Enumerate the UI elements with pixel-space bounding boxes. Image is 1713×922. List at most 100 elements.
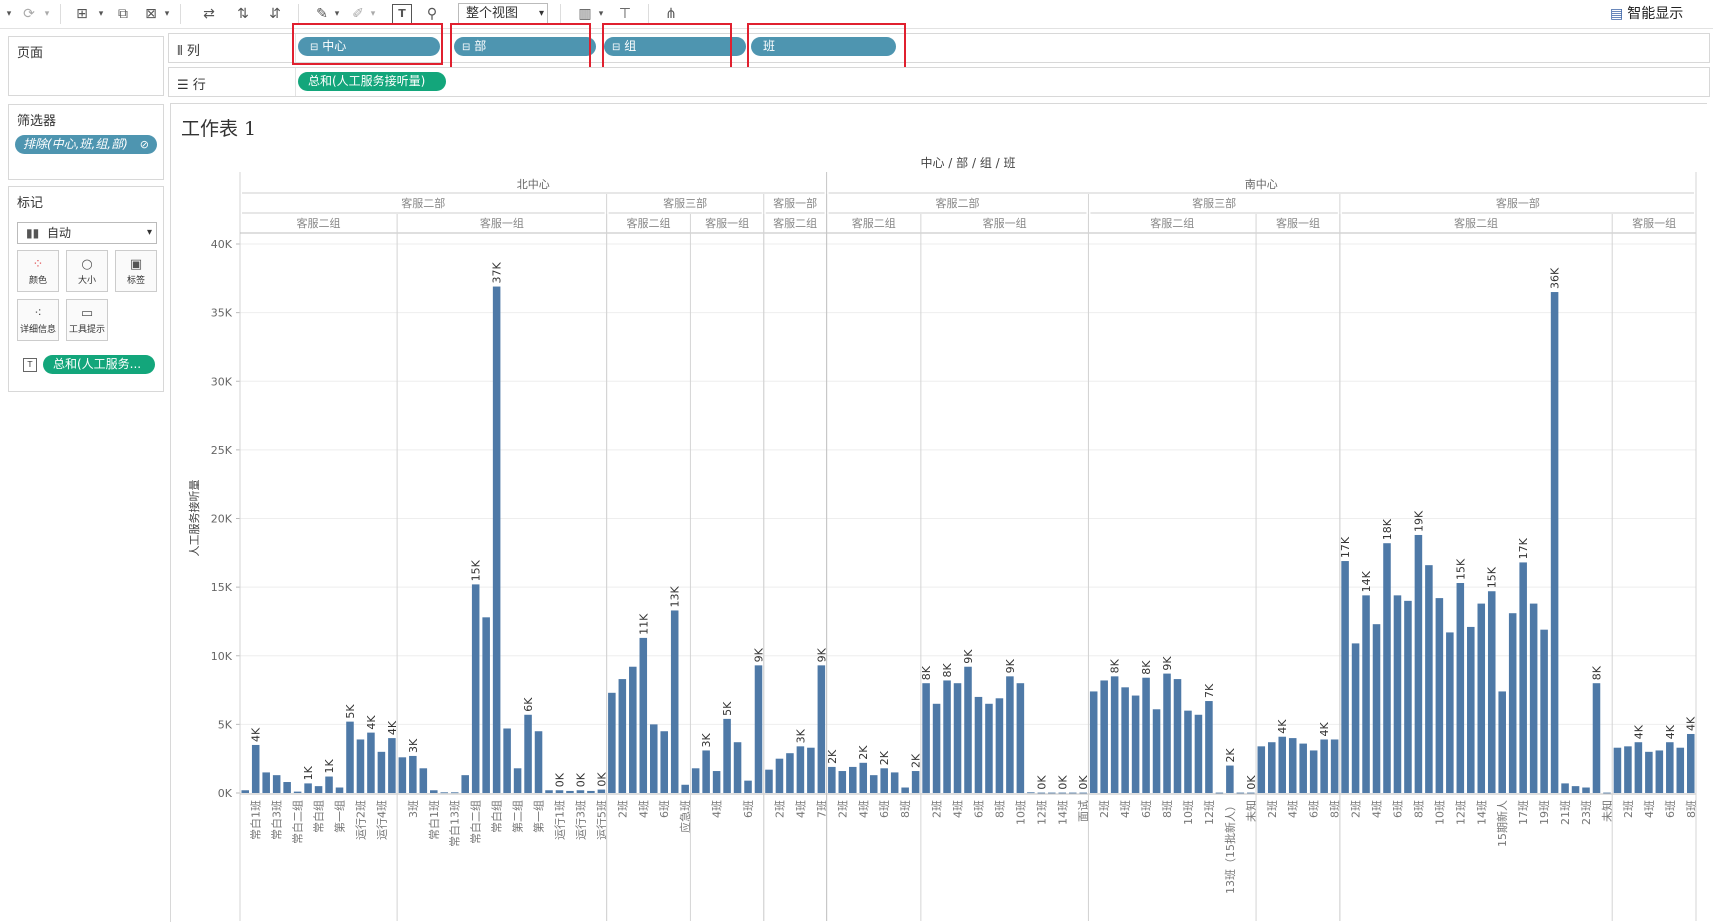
x-category-label: 10班 (1182, 800, 1195, 825)
bar (1205, 701, 1213, 793)
x-category-label: 第二组 (511, 800, 525, 833)
x-category-label: 8班 (1329, 800, 1342, 818)
highlight-dropdown-icon[interactable]: ▾ (334, 9, 340, 19)
detail-button[interactable]: ⁖ 详细信息 (17, 299, 59, 341)
toolbar-separator (648, 4, 649, 24)
bar (1257, 746, 1266, 793)
x-category-label: 常白组 (312, 800, 326, 833)
y-tick-label: 10K (211, 650, 233, 663)
bar (251, 744, 260, 793)
column-pill-group[interactable]: ⊟ 组 (604, 37, 746, 56)
color-button[interactable]: ⁘ 颜色 (17, 250, 59, 292)
bar-value-label: 4K (1318, 721, 1331, 736)
column-pill-shift[interactable]: 班 (751, 37, 896, 56)
bar (1048, 792, 1056, 794)
presentation-mode-icon[interactable]: ⊤ (618, 6, 632, 22)
bar (733, 742, 742, 793)
x-category-label: 6班 (972, 800, 985, 818)
x-category-label: 常白1班 (249, 800, 263, 840)
bar-value-label: 2K (878, 750, 891, 765)
x-category-label: 12班 (1454, 800, 1467, 825)
bar (293, 791, 302, 793)
mark-type-select[interactable]: ▮▮ 自动 ▾ (17, 222, 157, 244)
new-sheet-dropdown-icon[interactable]: ▾ (98, 9, 104, 19)
filters-card: 筛选器 排除(中心,班,组,部) ⊘ (8, 104, 164, 180)
bar-value-label: 4K (386, 720, 399, 735)
new-sheet-icon[interactable]: ⊞ (76, 6, 88, 22)
x-category-label: 6班 (1140, 800, 1153, 818)
label-button[interactable]: ▣ 标签 (115, 250, 157, 292)
column-pill-center[interactable]: ⊟ 中心 (298, 37, 440, 56)
y-tick-label: 5K (218, 718, 233, 731)
bar (534, 731, 543, 793)
x-category-label: 2班 (1266, 800, 1279, 818)
x-category-label: 2班 (1350, 800, 1363, 818)
redo-icon[interactable]: ⟳ (23, 6, 35, 22)
row-pill-label: 总和(人工服务接听量) (308, 74, 426, 88)
clear-dropdown-icon[interactable]: ▾ (164, 9, 170, 19)
bar-value-label: 18K (1381, 518, 1394, 540)
rows-icon: ☰ (177, 78, 189, 93)
tooltip-button[interactable]: ▭ 工具提示 (66, 299, 108, 341)
marks-field-pill[interactable]: 总和(人工服务... (43, 355, 155, 374)
share-icon[interactable]: ⋔ (665, 6, 677, 22)
bar (587, 790, 595, 793)
bar-value-label: 4K (250, 727, 263, 742)
size-button[interactable]: ○ 大小 (66, 250, 108, 292)
bar (859, 762, 868, 793)
bar (953, 683, 962, 793)
size-label: 大小 (77, 276, 96, 286)
show-cards-icon[interactable]: ▥ (578, 6, 592, 22)
back-dropdown-icon[interactable]: ▾ (6, 9, 12, 19)
bar-value-label: 9K (1004, 658, 1017, 673)
filter-context-icon: ⊘ (139, 138, 149, 151)
marks-field-label: 总和(人工服务... (53, 357, 142, 371)
bar-value-label: 3K (407, 738, 420, 753)
bar (555, 790, 564, 793)
pages-title: 页面 (17, 46, 44, 61)
bar-value-label: 7K (1203, 683, 1216, 698)
cards-dropdown-icon[interactable]: ▾ (598, 9, 604, 19)
bar-value-label: 9K (815, 647, 828, 662)
bar-value-label: 0K (574, 772, 587, 787)
bar (1540, 629, 1548, 793)
bar-value-label: 19K (1412, 510, 1425, 532)
duplicate-sheet-icon[interactable]: ⧉ (118, 6, 128, 22)
column-pill-dept[interactable]: ⊟ 部 (454, 37, 596, 56)
x-category-label: 6班 (1664, 800, 1677, 818)
show-me-label: 智能显示 (1627, 6, 1684, 22)
bar (1571, 786, 1580, 793)
fix-axes-icon[interactable]: ⚲ (426, 6, 438, 22)
group-dropdown-icon[interactable]: ▾ (370, 9, 376, 19)
group-members-icon[interactable]: ✐ (352, 6, 364, 22)
filter-pill[interactable]: 排除(中心,班,组,部) ⊘ (15, 135, 157, 154)
x-category-label: 2班 (616, 800, 629, 818)
column-header-title: 中心 / 部 / 组 / 班 (920, 155, 1015, 170)
bar (702, 750, 710, 793)
swap-rows-columns-icon[interactable]: ⇄ (203, 6, 215, 22)
filter-pill-label: 排除(中心,班,组,部) (23, 137, 128, 151)
clear-sheet-icon[interactable]: ⊠ (145, 6, 157, 22)
bar (796, 746, 805, 793)
x-category-label: 常白组 (490, 800, 504, 833)
x-category-label: 未知 (1600, 800, 1614, 822)
bar-value-label: 5K (344, 704, 357, 719)
chevron-down-icon: ▾ (538, 8, 544, 19)
sort-descending-icon[interactable]: ⇵ (269, 6, 281, 22)
redo-dropdown-icon[interactable]: ▾ (44, 9, 50, 19)
pages-shelf[interactable]: 页面 (8, 36, 164, 96)
dept-header-label: 客服一部 (773, 196, 817, 210)
bar (1288, 738, 1297, 793)
bar (1068, 792, 1077, 794)
show-me-button[interactable]: ▤ 智能显示 (1610, 4, 1683, 24)
sort-ascending-icon[interactable]: ⇅ (237, 6, 249, 22)
center-header-label: 南中心 (1245, 178, 1278, 191)
highlight-icon[interactable]: ✎ (316, 6, 328, 22)
bar (995, 698, 1004, 793)
row-pill-measure[interactable]: 总和(人工服务接听量) (298, 72, 446, 91)
x-category-label: 常白二组 (469, 800, 483, 844)
bar (911, 771, 920, 793)
bar-value-label: 4K (1276, 719, 1289, 734)
bar (1362, 595, 1370, 793)
bar (1666, 742, 1674, 793)
